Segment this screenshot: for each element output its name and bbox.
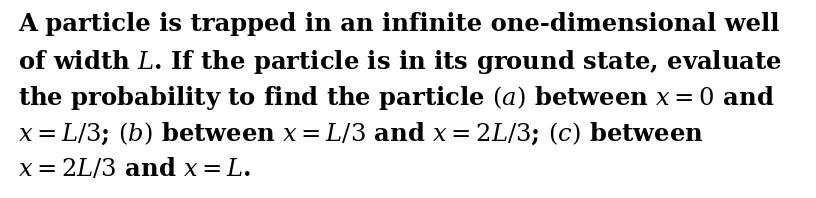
Text: A particle is trapped in an infinite one-dimensional well: A particle is trapped in an infinite one… — [18, 12, 779, 36]
Text: of width $\mathit{L}$. If the particle is in its ground state, evaluate: of width $\mathit{L}$. If the particle i… — [18, 48, 782, 76]
Text: the probability to find the particle $(a)$ between $x = 0$ and: the probability to find the particle $(a… — [18, 84, 774, 112]
Text: $x = L/3$; $(b)$ between $x = L/3$ and $x = 2L/3$; $(c)$ between: $x = L/3$; $(b)$ between $x = L/3$ and $… — [18, 120, 703, 147]
Text: $x = 2L/3$ and $x = L$.: $x = 2L/3$ and $x = L$. — [18, 156, 251, 181]
